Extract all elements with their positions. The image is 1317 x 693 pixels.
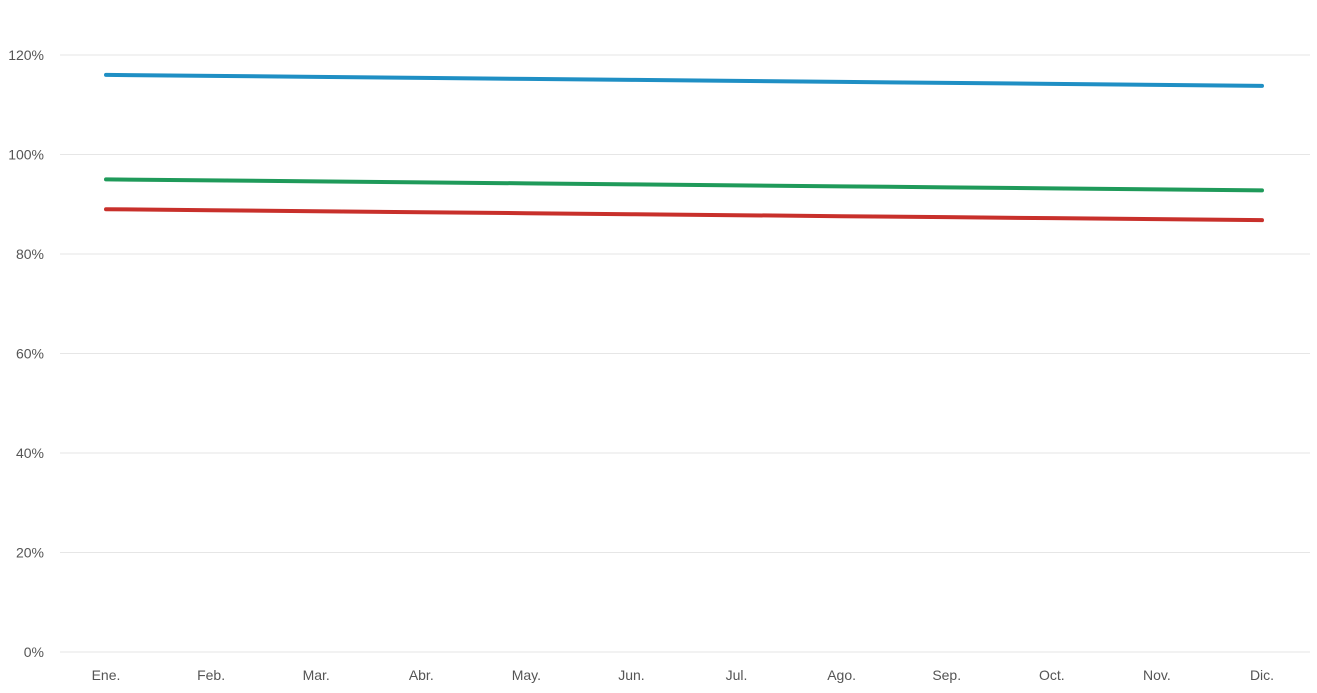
x-axis-ticks: Ene. Feb. Mar. Abr. May. Jun. Jul. Ago. Sep. Oct.… (92, 667, 1274, 683)
x-tick-label: Oct. (1039, 667, 1065, 683)
x-tick-label: Mar. (303, 667, 330, 683)
y-tick-label: 100% (8, 147, 44, 163)
x-tick-label: Feb. (197, 667, 225, 683)
y-tick-label: 80% (16, 246, 44, 262)
series-line-1 (104, 72, 1264, 88)
x-tick-label: Nov. (1143, 667, 1171, 683)
x-tick-label: Dic. (1250, 667, 1274, 683)
x-tick-label: Jun. (618, 667, 644, 683)
x-tick-label: Abr. (409, 667, 434, 683)
y-axis-ticks: 0% 20% 40% 60% 80% 100% 120% (8, 47, 44, 660)
y-tick-label: 20% (16, 545, 44, 561)
grid-lines (60, 54, 1310, 653)
y-tick-label: 60% (16, 346, 44, 362)
series-line-3 (104, 207, 1264, 223)
series-lines (104, 72, 1264, 223)
y-tick-label: 40% (16, 445, 44, 461)
x-tick-label: Ago. (827, 667, 856, 683)
x-tick-label: May. (512, 667, 541, 683)
x-tick-label: Jul. (726, 667, 748, 683)
x-tick-label: Ene. (92, 667, 121, 683)
y-tick-label: 120% (8, 47, 44, 63)
series-line-2 (104, 177, 1264, 193)
y-tick-label: 0% (24, 644, 44, 660)
x-tick-label: Sep. (932, 667, 961, 683)
